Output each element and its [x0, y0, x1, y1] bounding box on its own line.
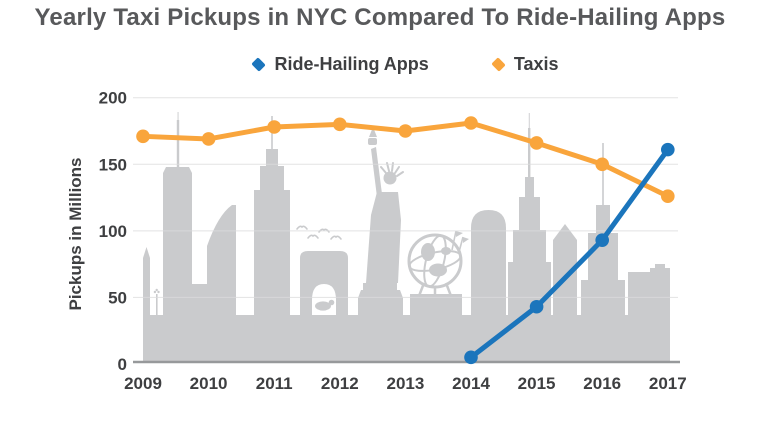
empire-state-spire: [528, 113, 530, 129]
flat-building-silhouette: [628, 272, 654, 361]
rounded-tower-silhouette: [471, 210, 506, 361]
birds-icon: [296, 225, 342, 240]
xtick-label-2014: 2014: [452, 374, 490, 393]
xtick-label-2016: 2016: [583, 374, 621, 393]
streetlamp-silhouette: [157, 290, 160, 294]
unisphere-silhouette: [407, 230, 469, 316]
taxis-point-2015[interactable]: [529, 136, 544, 150]
ytick-label-0: 0: [118, 355, 127, 374]
legend-item-taxis[interactable]: Taxis: [491, 54, 559, 75]
flat-building-parapet-silhouette: [650, 264, 670, 361]
xtick-label-2015: 2015: [518, 374, 556, 393]
xtick-label-2012: 2012: [321, 374, 359, 393]
ytick-label-100: 100: [99, 222, 127, 241]
one-wtc-silhouette: [163, 167, 192, 361]
deco-tower-2-silhouette: [581, 205, 625, 361]
taxis-point-2010[interactable]: [201, 132, 216, 146]
midrise-block-silhouette: [188, 284, 210, 324]
xtick-label-2013: 2013: [386, 374, 424, 393]
taxis-point-2017[interactable]: [661, 189, 675, 204]
charging-bull-silhouette: [315, 301, 331, 311]
xtick-label-2010: 2010: [190, 374, 228, 393]
statue-of-liberty-silhouette: [358, 127, 404, 361]
streetlamp-silhouette: [153, 290, 157, 294]
ride-hailing-apps-line: [468, 147, 671, 360]
taxis-point-2012[interactable]: [333, 117, 347, 132]
empire-state-building-silhouette: [508, 177, 551, 361]
ytick-label-50: 50: [108, 288, 127, 307]
streetlamp-silhouette: [156, 294, 158, 321]
xtick-label-2009: 2009: [124, 374, 162, 393]
page-title: Yearly Taxi Pickups in NYC Compared To R…: [34, 4, 726, 31]
charging-bull-silhouette: [328, 299, 335, 306]
ride-hailing-apps-point-2015[interactable]: [529, 299, 544, 314]
one-wtc-spire: [177, 112, 179, 121]
y-axis-title: Pickups in Millions: [66, 157, 85, 310]
sail-building-silhouette: [207, 205, 236, 361]
legend-label-ride-hailing: Ride-Hailing Apps: [274, 54, 429, 74]
ytick-label-200: 200: [99, 89, 127, 108]
one-wtc-spire: [176, 120, 180, 168]
streetlamp-silhouette: [155, 288, 158, 292]
deco-tower-2-antenna: [602, 143, 604, 206]
taxis-point-2014[interactable]: [464, 116, 478, 130]
taxis-point-2013[interactable]: [398, 124, 413, 138]
legend-item-ride-hailing[interactable]: Ride-Hailing Apps: [251, 54, 429, 75]
empire-state-spire: [528, 128, 531, 178]
taxis-point-2009[interactable]: [136, 129, 150, 144]
ride-hailing-apps-point-2014[interactable]: [464, 350, 478, 365]
ytick-label-150: 150: [99, 155, 127, 174]
legend-label-taxis: Taxis: [513, 54, 559, 74]
ride-hailing-apps-point-2017[interactable]: [661, 142, 675, 157]
taxis-point-2011[interactable]: [267, 120, 282, 134]
xtick-label-2017: 2017: [649, 374, 687, 393]
chart-legend: Ride-Hailing Apps Taxis: [0, 54, 760, 75]
taxis-point-2016[interactable]: [595, 157, 609, 172]
xtick-label-2011: 2011: [256, 374, 293, 393]
nyc-skyline-silhouette: [143, 112, 670, 361]
washington-square-arch-silhouette: [300, 251, 348, 361]
deco-tower-silhouette: [254, 149, 290, 361]
obelisk-silhouette: [143, 247, 150, 361]
pointed-tower-silhouette: [553, 224, 577, 361]
ride-hailing-apps-point-2016[interactable]: [595, 233, 609, 247]
